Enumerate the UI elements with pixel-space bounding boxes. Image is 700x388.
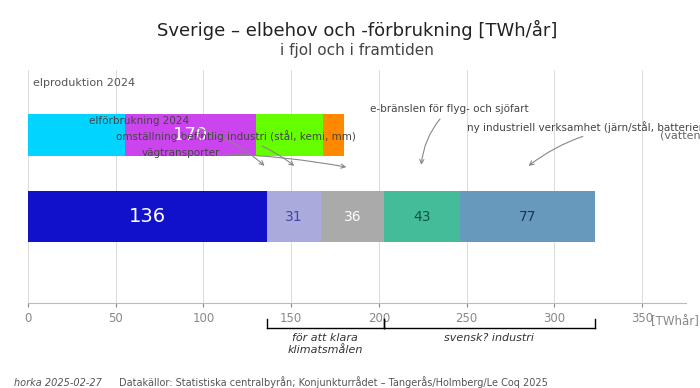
Text: elproduktion 2024: elproduktion 2024 bbox=[34, 78, 135, 88]
Bar bbox=[384, 191, 460, 242]
Text: 170: 170 bbox=[173, 126, 207, 144]
Text: 136: 136 bbox=[129, 207, 166, 226]
Text: elförbrukning 2024: elförbrukning 2024 bbox=[90, 116, 264, 165]
Bar bbox=[460, 191, 595, 242]
Text: 43: 43 bbox=[413, 210, 430, 223]
Text: i fjol och i framtiden: i fjol och i framtiden bbox=[280, 43, 434, 58]
Text: omställning befintlig industri (stål, kemi, mm): omställning befintlig industri (stål, ke… bbox=[116, 130, 356, 165]
Text: 36: 36 bbox=[344, 210, 361, 223]
Text: ny industriell verksamhet (järn/stål, batterier, datahallar mm): ny industriell verksamhet (järn/stål, ba… bbox=[467, 121, 700, 165]
Text: horka 2025-02-27: horka 2025-02-27 bbox=[14, 378, 102, 388]
Bar bbox=[125, 114, 256, 156]
Text: svensk? industri: svensk? industri bbox=[444, 333, 535, 343]
Text: för att klara
klimatsmålen: för att klara klimatsmålen bbox=[288, 333, 363, 355]
Bar bbox=[321, 191, 384, 242]
Bar bbox=[323, 114, 344, 156]
Text: (vatten-/kärn-/vind-/värme-/solkraft): (vatten-/kärn-/vind-/värme-/solkraft) bbox=[659, 130, 700, 140]
Text: Datakällor: Statistiska centralbyrån; Konjunkturrådet – Tangerås/Holmberg/Le Coq: Datakällor: Statistiska centralbyrån; Ko… bbox=[119, 376, 548, 388]
Text: 77: 77 bbox=[519, 210, 536, 223]
Text: e-bränslen för flyg- och sjöfart: e-bränslen för flyg- och sjöfart bbox=[370, 104, 528, 164]
Text: 31: 31 bbox=[285, 210, 302, 223]
Bar bbox=[28, 191, 267, 242]
Text: vägtransporter: vägtransporter bbox=[142, 148, 345, 168]
Text: [TWhår]: [TWhår] bbox=[651, 315, 699, 329]
Bar bbox=[256, 114, 323, 156]
Bar bbox=[28, 114, 125, 156]
Text: Sverige – elbehov och -förbrukning [TWh/år]: Sverige – elbehov och -förbrukning [TWh/… bbox=[157, 19, 557, 40]
Bar bbox=[267, 191, 321, 242]
